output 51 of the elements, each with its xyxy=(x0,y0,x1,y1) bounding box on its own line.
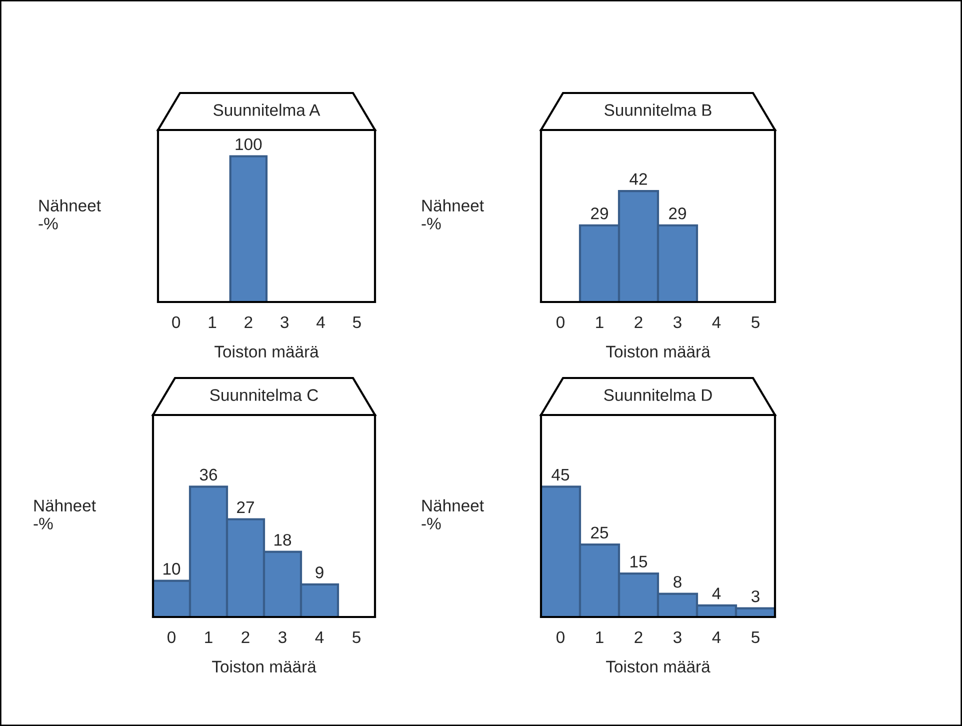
x-tick-label: 0 xyxy=(556,316,564,328)
x-tick-label: 5 xyxy=(752,316,760,328)
x-tick-label: 3 xyxy=(674,316,682,328)
x-tick-label: 1 xyxy=(205,632,212,643)
x-tick-label: 4 xyxy=(712,632,721,643)
data-label: 42 xyxy=(630,173,647,185)
x-tick-label: 4 xyxy=(712,316,721,328)
chart-title: Suunnitelma A xyxy=(214,104,320,116)
chart-title: Suunnitelma C xyxy=(210,388,318,401)
data-label: 100 xyxy=(236,138,262,150)
data-label: 8 xyxy=(674,576,682,588)
x-tick-label: 4 xyxy=(316,316,325,328)
x-axis-title: Toiston määrä xyxy=(214,345,319,358)
x-tick-label: 2 xyxy=(634,631,642,643)
chart-title: Suunnitelma D xyxy=(604,388,712,401)
x-tick-label: 5 xyxy=(352,632,360,644)
data-label: 29 xyxy=(591,208,608,220)
x-tick-label: 0 xyxy=(556,631,564,644)
x-tick-label: 0 xyxy=(172,316,180,328)
x-axis-title: Toiston määrä xyxy=(606,660,710,673)
x-tick-label: 4 xyxy=(315,632,324,643)
y-axis-title: Nähneet -% xyxy=(422,499,484,530)
x-tick-label: 3 xyxy=(280,316,288,328)
x-tick-label: 1 xyxy=(208,316,216,328)
x-tick-label: 2 xyxy=(242,631,250,643)
x-tick-label: 3 xyxy=(674,631,682,644)
x-tick-label: 2 xyxy=(244,316,252,328)
data-label: 36 xyxy=(200,468,218,481)
data-label: 10 xyxy=(164,562,180,575)
x-tick-label: 0 xyxy=(168,631,176,644)
y-axis-title: Nähneet -% xyxy=(38,199,101,230)
x-tick-label: 5 xyxy=(352,316,361,328)
x-axis-title: Toiston määrä xyxy=(212,660,316,673)
y-axis-title: Nähneet -% xyxy=(422,199,484,230)
data-label: 4 xyxy=(712,588,721,600)
data-label: 3 xyxy=(752,590,760,602)
x-tick-label: 3 xyxy=(278,631,286,644)
x-tick-label: 1 xyxy=(596,316,604,328)
data-label: 45 xyxy=(552,468,570,481)
x-tick-label: 1 xyxy=(596,632,604,643)
x-axis-title: Toiston määrä xyxy=(606,345,710,358)
x-tick-label: 5 xyxy=(752,632,760,644)
data-label: 18 xyxy=(274,534,292,546)
data-label: 9 xyxy=(316,566,324,578)
data-label: 29 xyxy=(669,208,686,220)
data-label: 25 xyxy=(591,526,608,539)
data-label: 27 xyxy=(237,501,254,514)
data-label: 15 xyxy=(630,556,648,568)
chart-title: Suunnitelma B xyxy=(604,104,712,116)
y-axis-title: Nähneet -% xyxy=(34,499,96,530)
x-tick-label: 2 xyxy=(634,316,642,328)
